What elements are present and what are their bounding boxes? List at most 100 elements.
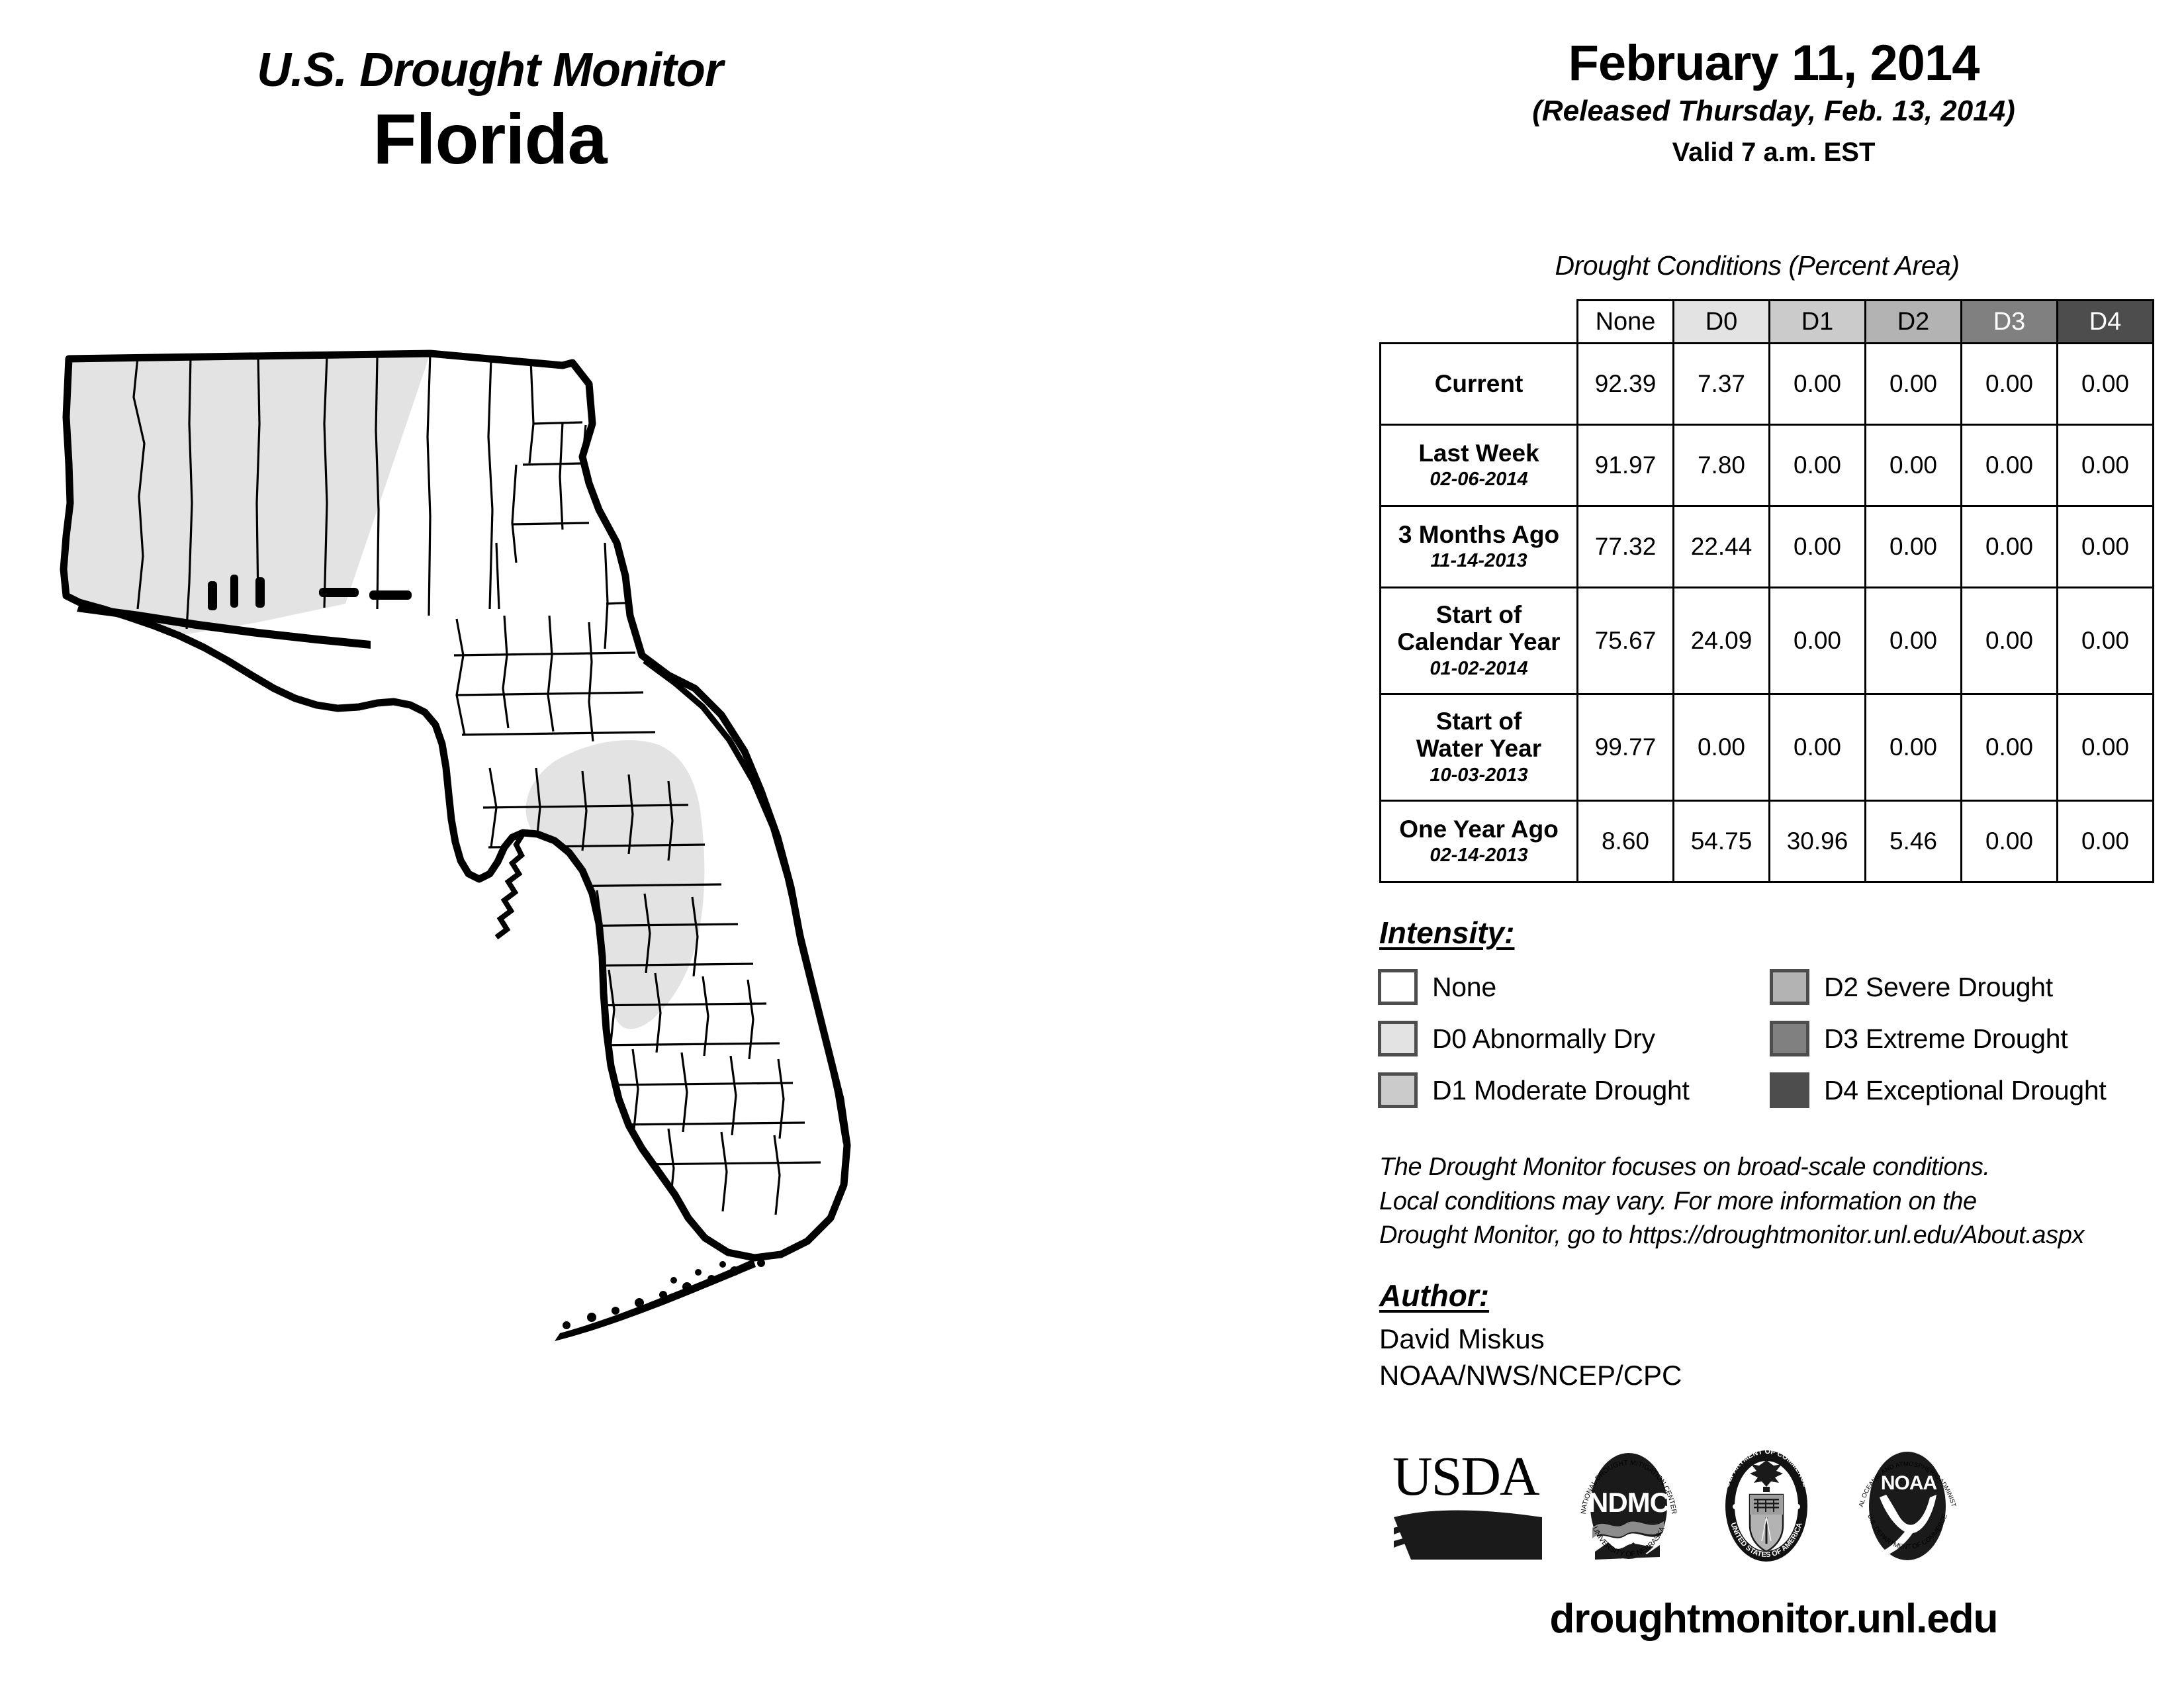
cell-d4: 0.00 bbox=[2056, 586, 2154, 695]
table-corner-cell bbox=[1381, 301, 1578, 344]
title-primary: U.S. Drought Monitor bbox=[257, 44, 723, 97]
legend-item: D1 Moderate Drought bbox=[1378, 1064, 1770, 1116]
cell-d3: 0.00 bbox=[1960, 693, 2058, 802]
cell-none: 8.60 bbox=[1576, 800, 1674, 883]
row-date: 02-14-2013 bbox=[1430, 845, 1528, 867]
col-header-d0: D0 bbox=[1672, 299, 1770, 344]
legend-label: D2 Severe Drought bbox=[1824, 971, 2053, 1002]
cell-d1: 0.00 bbox=[1768, 586, 1866, 695]
author-heading: Author: bbox=[1379, 1278, 1490, 1313]
cell-d2: 5.46 bbox=[1864, 800, 1962, 883]
row-date: 11-14-2013 bbox=[1430, 550, 1527, 572]
legend-item: None bbox=[1378, 961, 1770, 1013]
map-panel: U.S. Drought Monitor Florida bbox=[0, 46, 1357, 1509]
col-header-d1: D1 bbox=[1768, 299, 1866, 344]
cell-d0: 7.37 bbox=[1672, 342, 1770, 426]
row-label: 3 Months Ago 11-14-2013 bbox=[1379, 505, 1578, 588]
title-state: Florida bbox=[373, 99, 607, 179]
cell-d1: 0.00 bbox=[1768, 693, 1866, 802]
cell-d4: 0.00 bbox=[2056, 505, 2154, 588]
col-header-d2: D2 bbox=[1864, 299, 1962, 344]
legend-label: D1 Moderate Drought bbox=[1432, 1074, 1690, 1105]
date-block: February 11, 2014 (Released Thursday, Fe… bbox=[1363, 35, 2184, 167]
table-row: Start of Water Year 10-03-2013 99.77 0.00 0.0… bbox=[1379, 693, 2154, 802]
cell-none: 75.67 bbox=[1576, 586, 1674, 695]
intensity-legend: None D2 Severe Drought D0 Abnormally Dry D3… bbox=[1378, 961, 2179, 1116]
ndmc-logo: NDMC NATIONAL DROUGHT MITIGATION CENTER … bbox=[1572, 1443, 1685, 1569]
legend-swatch bbox=[1378, 1021, 1418, 1056]
legend-item: D2 Severe Drought bbox=[1770, 961, 2179, 1013]
legend-item: D0 Abnormally Dry bbox=[1378, 1013, 1770, 1064]
cell-d3: 0.00 bbox=[1960, 800, 2058, 883]
legend-swatch bbox=[1770, 969, 1809, 1005]
footer-url: droughtmonitor.unl.edu bbox=[1549, 1596, 1998, 1642]
svg-text:USDA: USDA bbox=[1392, 1446, 1540, 1507]
legend-label: None bbox=[1432, 971, 1496, 1002]
row-date: 01-02-2014 bbox=[1430, 657, 1528, 679]
cell-d2: 0.00 bbox=[1864, 505, 1962, 588]
legend-label: D0 Abnormally Dry bbox=[1432, 1023, 1655, 1054]
table-caption: Drought Conditions (Percent Area) bbox=[1555, 250, 1960, 281]
cell-d4: 0.00 bbox=[2056, 342, 2154, 426]
legend-label: D3 Extreme Drought bbox=[1824, 1023, 2068, 1054]
release-date: (Released Thursday, Feb. 13, 2014) bbox=[1532, 95, 2015, 127]
table-header-row: None D0 D1 D2 D3 D4 bbox=[1381, 299, 2154, 344]
drought-conditions-table: None D0 D1 D2 D3 D4 Current 92.39 7.37 0.00… bbox=[1379, 299, 2154, 883]
svg-text:NOAA: NOAA bbox=[1881, 1472, 1937, 1494]
cell-d2: 0.00 bbox=[1864, 342, 1962, 426]
table-row: Start of Calendar Year 01-02-2014 75.67 24.0… bbox=[1379, 586, 2154, 695]
cell-d1: 30.96 bbox=[1768, 800, 1866, 883]
legend-swatch bbox=[1378, 1072, 1418, 1108]
noaa-logo: NOAA NATIONAL OCEANIC AND ATMOSPHERIC AD… bbox=[1848, 1443, 1967, 1569]
svg-text:NDMC: NDMC bbox=[1588, 1487, 1670, 1518]
author-name: David Miskus bbox=[1379, 1323, 1545, 1354]
legend-label: D4 Exceptional Drought bbox=[1824, 1074, 2107, 1105]
table-row: Current 92.39 7.37 0.00 0.00 0.00 0.00 bbox=[1379, 342, 2154, 426]
legend-item: D3 Extreme Drought bbox=[1770, 1013, 2179, 1064]
cell-d0: 24.09 bbox=[1672, 586, 1770, 695]
author-block: David Miskus NOAA/NWS/NCEP/CPC bbox=[1379, 1321, 1682, 1394]
row-date: 10-03-2013 bbox=[1430, 764, 1528, 786]
d0-region-panhandle bbox=[64, 353, 430, 635]
cell-d4: 0.00 bbox=[2056, 424, 2154, 507]
usda-logo: USDA bbox=[1388, 1443, 1547, 1569]
cell-d1: 0.00 bbox=[1768, 424, 1866, 507]
legend-swatch bbox=[1378, 969, 1418, 1005]
intensity-heading: Intensity: bbox=[1379, 915, 1515, 950]
author-affiliation: NOAA/NWS/NCEP/CPC bbox=[1379, 1360, 1682, 1391]
cell-d0: 7.80 bbox=[1672, 424, 1770, 507]
cell-d1: 0.00 bbox=[1768, 342, 1866, 426]
cell-d0: 54.75 bbox=[1672, 800, 1770, 883]
department-of-commerce-logo: DEPARTMENT OF COMMERCE UNITED STATES OF … bbox=[1710, 1443, 1823, 1569]
row-label: One Year Ago 02-14-2013 bbox=[1379, 800, 1578, 883]
cell-d1: 0.00 bbox=[1768, 505, 1866, 588]
cell-none: 77.32 bbox=[1576, 505, 1674, 588]
legend-swatch bbox=[1770, 1021, 1809, 1056]
col-header-none: None bbox=[1576, 299, 1674, 344]
florida-drought-map[interactable] bbox=[60, 344, 1357, 1509]
row-label: Start of Calendar Year 01-02-2014 bbox=[1379, 586, 1578, 695]
cell-d0: 22.44 bbox=[1672, 505, 1770, 588]
valid-time: Valid 7 a.m. EST bbox=[1672, 138, 1876, 167]
page-title: U.S. Drought Monitor Florida bbox=[0, 46, 979, 183]
cell-d3: 0.00 bbox=[1960, 586, 2058, 695]
row-label: Last Week 02-06-2014 bbox=[1379, 424, 1578, 507]
row-date: 02-06-2014 bbox=[1430, 469, 1528, 491]
map-state-outline bbox=[60, 350, 851, 1341]
table-row: Last Week 02-06-2014 91.97 7.80 0.00 0.00 0.00… bbox=[1379, 424, 2154, 507]
legend-swatch bbox=[1770, 1072, 1809, 1108]
cell-d2: 0.00 bbox=[1864, 693, 1962, 802]
row-label: Start of Water Year 10-03-2013 bbox=[1379, 693, 1578, 802]
cell-none: 91.97 bbox=[1576, 424, 1674, 507]
cell-d3: 0.00 bbox=[1960, 424, 2058, 507]
valid-date: February 11, 2014 bbox=[1568, 35, 1980, 91]
cell-d4: 0.00 bbox=[2056, 800, 2154, 883]
cell-d3: 0.00 bbox=[1960, 505, 2058, 588]
map-county-lines bbox=[132, 353, 821, 1215]
row-label: Current bbox=[1379, 342, 1578, 426]
cell-d2: 0.00 bbox=[1864, 424, 1962, 507]
info-panel: February 11, 2014 (Released Thursday, Fe… bbox=[1363, 0, 2184, 1688]
disclaimer-text: The Drought Monitor focuses on broad-sca… bbox=[1379, 1153, 2085, 1250]
col-header-d4: D4 bbox=[2056, 299, 2154, 344]
cell-d0: 0.00 bbox=[1672, 693, 1770, 802]
